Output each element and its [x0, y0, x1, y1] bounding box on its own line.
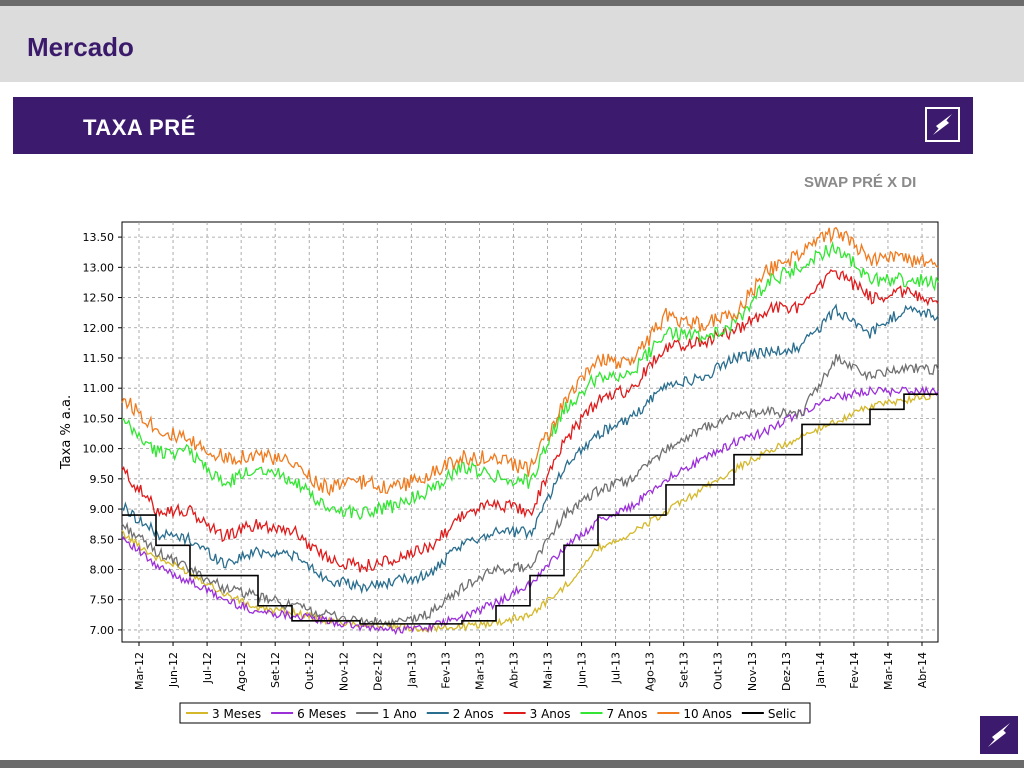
x-tick-label: Ago-12: [235, 652, 248, 691]
legend-label: 10 Anos: [683, 707, 732, 721]
x-tick-label: Jul-13: [610, 652, 623, 684]
series-line-selic: [122, 393, 938, 625]
corner-logo-icon: [980, 716, 1018, 754]
y-tick-label: 13.00: [83, 261, 115, 274]
series-line-7-anos: [121, 240, 939, 521]
y-tick-label: 13.50: [83, 231, 115, 244]
banner-title: TAXA PRÉ: [83, 115, 196, 140]
y-tick-label: 12.00: [83, 322, 115, 335]
x-tick-label: Ago-13: [644, 652, 657, 691]
x-tick-label: Mai-13: [542, 652, 555, 689]
x-tick-label: Jul-12: [201, 652, 214, 684]
x-tick-label: Fev-13: [439, 652, 452, 689]
page-title: Mercado: [27, 32, 134, 62]
y-tick-label: 8.50: [90, 533, 115, 546]
plot-area: [121, 221, 939, 643]
legend-label: 2 Anos: [453, 707, 494, 721]
x-tick-label: Fev-14: [848, 652, 861, 689]
x-tick-label: Dez-13: [780, 652, 793, 691]
legend-label: 7 Anos: [606, 707, 647, 721]
brand-logo-icon: [925, 107, 960, 142]
x-tick-label: Jun-13: [576, 652, 589, 688]
legend-label: 3 Anos: [530, 707, 571, 721]
x-tick-label: Set-12: [269, 652, 282, 688]
y-tick-label: 11.50: [83, 352, 115, 365]
y-tick-label: 9.50: [90, 473, 115, 486]
legend-label: 3 Meses: [212, 707, 261, 721]
x-tick-label: Nov-12: [337, 652, 350, 691]
y-tick-label: 10.50: [83, 412, 115, 425]
x-tick-label: Out-13: [712, 652, 725, 690]
top-stripe: [0, 0, 1024, 6]
x-tick-label: Mar-13: [473, 652, 486, 690]
x-tick-label: Jan-13: [405, 652, 418, 688]
x-tick-label: Mar-12: [133, 652, 146, 690]
header-band: Mercado: [0, 6, 1024, 82]
x-tick-label: Abr-13: [507, 652, 520, 688]
x-tick-label: Out-12: [303, 652, 316, 690]
x-tick-label: Set-13: [678, 652, 691, 688]
legend: [179, 702, 811, 724]
y-tick-label: 10.00: [83, 443, 115, 456]
x-tick-label: Jun-12: [167, 652, 180, 688]
y-tick-label: 12.50: [83, 292, 115, 305]
series-line-2-anos: [121, 303, 939, 595]
series-line-10-anos: [121, 226, 939, 497]
x-tick-label: Mar-14: [882, 652, 895, 690]
y-tick-label: 8.00: [90, 563, 115, 576]
compass-arrow-icon: [933, 114, 952, 135]
y-tick-label: 11.00: [83, 382, 115, 395]
x-tick-label: Abr-14: [916, 652, 929, 688]
series-line-3-anos: [121, 269, 939, 573]
x-tick-label: Nov-13: [746, 652, 759, 691]
y-tick-label: 7.50: [90, 594, 115, 607]
chart-title: SWAP PRÉ X DI: [804, 174, 917, 191]
legend-label: 6 Meses: [297, 707, 346, 721]
y-tick-label: 7.00: [90, 624, 115, 637]
legend-label: 1 Ano: [382, 707, 417, 721]
legend-label: Selic: [768, 707, 796, 721]
section-banner: TAXA PRÉ: [13, 97, 973, 154]
x-tick-label: Dez-12: [371, 652, 384, 691]
bottom-stripe: [0, 760, 1024, 768]
y-axis-label: Taxa % a.a.: [59, 395, 74, 470]
x-tick-label: Jan-14: [814, 652, 827, 688]
y-tick-label: 9.00: [90, 503, 115, 516]
